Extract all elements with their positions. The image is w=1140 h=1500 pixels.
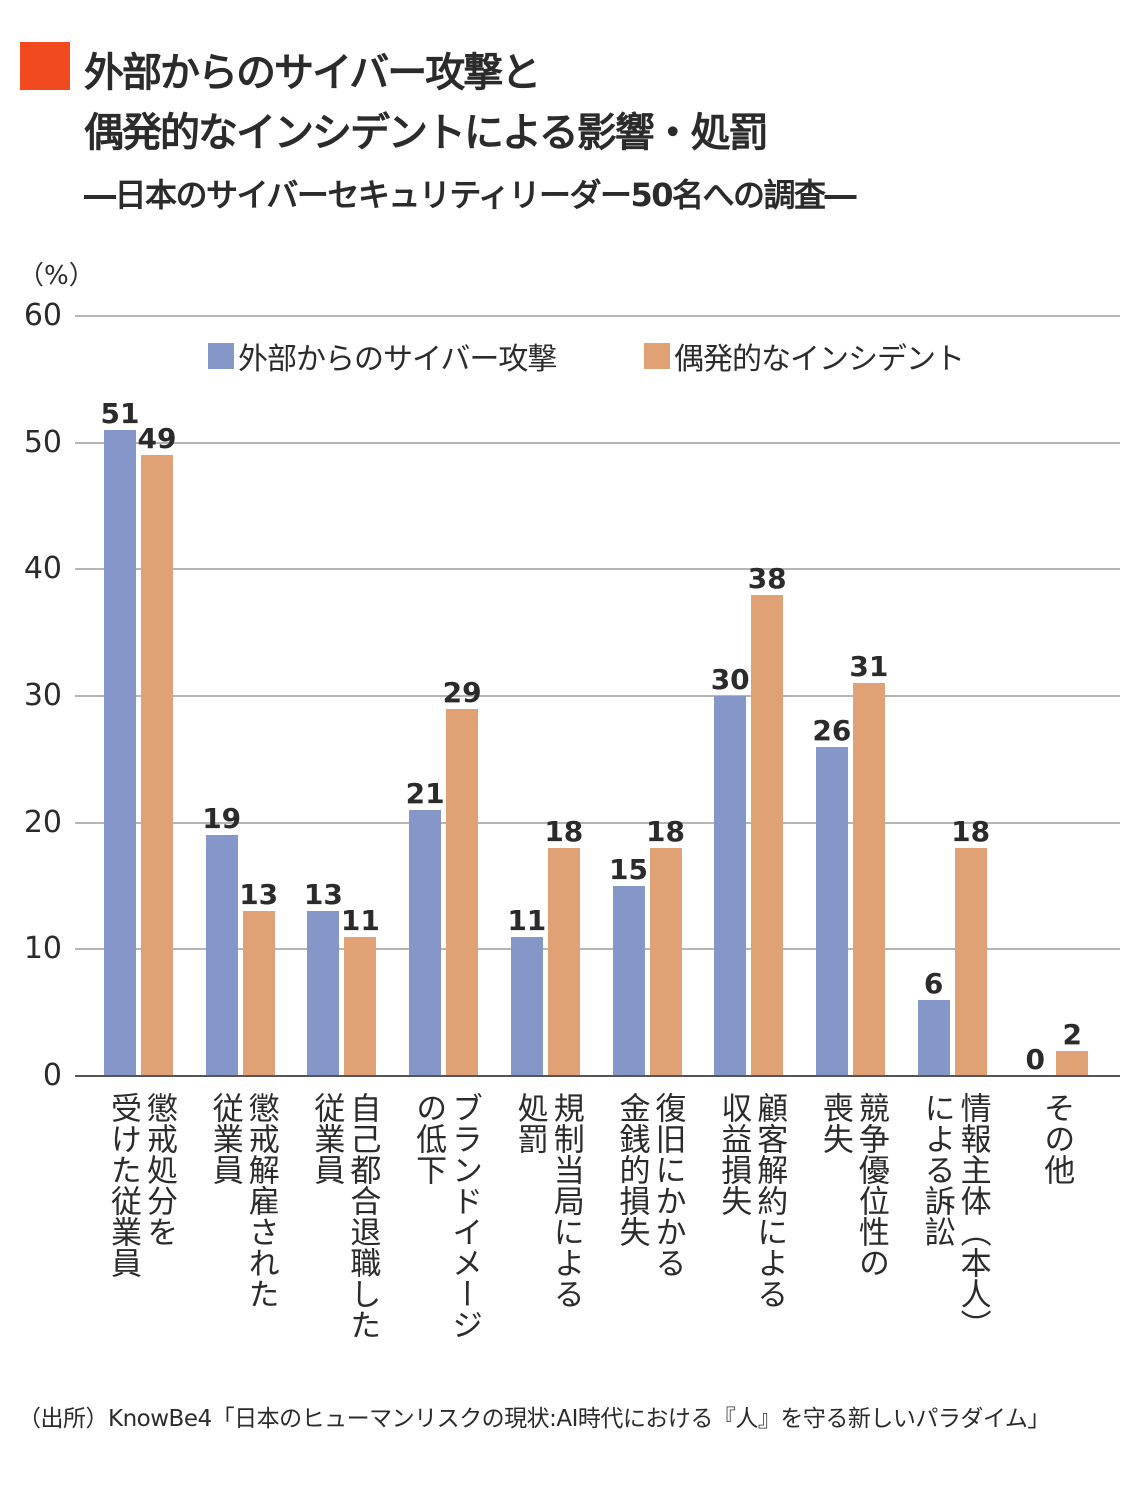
- y-tick-label: 0: [42, 1058, 62, 1093]
- legend-item-accidental: 偶発的なインシデント: [644, 334, 965, 378]
- bar-accidental: [344, 936, 377, 1076]
- bar-accidental: [547, 848, 580, 1076]
- gridline: [75, 441, 1120, 444]
- title-marker: [20, 42, 70, 90]
- chart-subtitle: ―日本のサイバーセキュリティリーダー50名への調査―: [84, 176, 856, 214]
- y-tick-label: 10: [23, 931, 62, 967]
- bar-external: [510, 936, 543, 1076]
- bar-accidental: [141, 455, 173, 1076]
- legend-swatch-external: [208, 343, 234, 369]
- gridline: [75, 821, 1120, 824]
- category-label: 情報主体（本人） による訴訟: [918, 1092, 991, 1340]
- bar-accidental: [751, 594, 784, 1076]
- data-label: 49: [137, 422, 177, 456]
- data-label: 15: [609, 853, 648, 886]
- y-tick-label: 50: [23, 424, 62, 460]
- category-label: その他: [1038, 1092, 1075, 1185]
- data-label: 11: [340, 903, 380, 937]
- data-label: 29: [442, 675, 482, 709]
- bar-external: [307, 911, 340, 1076]
- legend-label-external: 外部からのサイバー攻撃: [238, 342, 557, 377]
- data-label: 18: [646, 815, 685, 848]
- bar-accidental: [1056, 1050, 1089, 1076]
- data-label: 13: [303, 878, 343, 912]
- bar-external: [612, 886, 645, 1076]
- y-axis-unit: （%）: [18, 261, 95, 291]
- data-label: 13: [239, 878, 279, 912]
- data-label: 38: [747, 561, 787, 595]
- data-label: 11: [507, 903, 547, 937]
- legend-item-external: 外部からのサイバー攻撃: [208, 334, 557, 378]
- bar-accidental: [954, 848, 987, 1076]
- category-label: 規制当局による 処罰: [511, 1092, 584, 1309]
- data-label: 51: [100, 397, 140, 430]
- category-label: 復旧にかかる 金銭的損失: [613, 1092, 686, 1278]
- y-tick-label: 60: [23, 298, 62, 333]
- legend-label-accidental: 偶発的なインシデント: [674, 342, 965, 377]
- bar-external: [917, 1000, 950, 1076]
- bar-accidental: [242, 911, 275, 1076]
- legend-swatch-accidental: [644, 343, 670, 369]
- category-label: ブランドイメージ の低下: [410, 1092, 483, 1340]
- data-label: 26: [812, 713, 852, 747]
- bar-external: [815, 746, 848, 1076]
- gridline: [75, 568, 1120, 571]
- data-label: 2: [1062, 1017, 1083, 1051]
- chart-title-line-1: 外部からのサイバー攻撃と: [84, 50, 541, 96]
- data-label: 31: [849, 650, 889, 684]
- source-note: （出所）KnowBe4「日本のヒューマンリスクの現状:AI時代における『人』を守…: [18, 1406, 1050, 1432]
- gridline: [75, 315, 1120, 317]
- chart-title-line-2: 偶発的なインシデントによる影響・処罰: [84, 110, 769, 156]
- bar-external: [409, 810, 442, 1076]
- data-label: 21: [405, 777, 445, 810]
- y-tick-label: 40: [23, 551, 62, 587]
- bar-accidental: [446, 708, 479, 1076]
- category-label: 懲戒解雇された 従業員: [206, 1092, 279, 1309]
- y-tick-label: 30: [23, 678, 62, 713]
- x-axis-line: [75, 1075, 1120, 1077]
- data-label: 6: [923, 967, 944, 1000]
- data-label: 19: [202, 802, 242, 836]
- bar-external: [714, 696, 747, 1076]
- gridline: [75, 948, 1120, 951]
- data-label: 0: [1025, 1043, 1046, 1076]
- category-label: 競争優位性の 喪失: [816, 1092, 889, 1278]
- bar-accidental: [649, 848, 682, 1076]
- category-label: 懲戒処分を 受けた従業員: [105, 1092, 177, 1278]
- category-label: 自己都合退職した 従業員: [308, 1092, 381, 1340]
- gridline: [75, 695, 1120, 697]
- bar-external: [104, 430, 136, 1076]
- category-label: 顧客解約による 収益損失: [715, 1092, 788, 1309]
- data-label: 30: [710, 663, 750, 696]
- data-label: 18: [951, 815, 991, 848]
- y-tick-label: 20: [23, 804, 62, 840]
- data-label: 18: [544, 815, 584, 848]
- bar-external: [205, 835, 238, 1076]
- bar-accidental: [852, 683, 885, 1076]
